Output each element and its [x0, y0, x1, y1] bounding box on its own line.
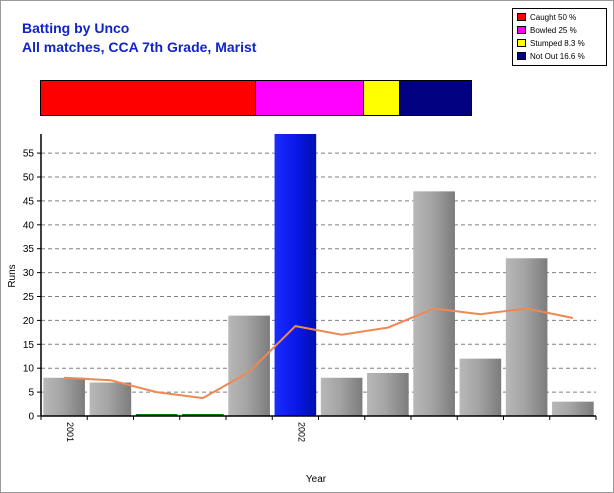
bar [320, 377, 363, 416]
y-tick-label: 30 [23, 268, 35, 279]
chart-subtitle: All matches, CCA 7th Grade, Marist [22, 39, 257, 55]
x-tick-label: 2001 [65, 422, 75, 442]
legend-item-stumped: Stumped 8.3 % [517, 38, 585, 48]
bar [135, 414, 178, 416]
y-tick-label: 55 [23, 149, 35, 160]
legend-swatch [517, 13, 526, 21]
y-tick-label: 45 [23, 196, 35, 207]
bar [228, 315, 270, 416]
y-tick-label: 20 [23, 316, 35, 327]
chart-title: Batting by Unco [22, 20, 130, 36]
bar [274, 134, 317, 416]
legend-label: Caught 50 % [530, 12, 577, 22]
legend-swatch [517, 39, 526, 47]
y-tick-label: 5 [28, 388, 34, 399]
bar [43, 377, 85, 416]
y-tick-label: 15 [23, 340, 35, 351]
legend-swatch [517, 26, 526, 34]
legend-label: Not Out 16.6 % [530, 51, 585, 61]
legend-label: Bowled 25 % [530, 25, 577, 35]
legend-label: Stumped 8.3 % [530, 38, 585, 48]
y-tick-label: 50 [23, 173, 35, 184]
ratio-segment-caught [41, 81, 256, 115]
legend-item-not-out: Not Out 16.6 % [517, 51, 585, 61]
y-tick-label: 35 [23, 244, 35, 255]
y-axis-label: Runs [7, 264, 18, 287]
legend-item-caught: Caught 50 % [517, 12, 576, 22]
ratio-segment-not-out [400, 81, 471, 115]
ratio-segment-stumped [363, 81, 401, 115]
bar [505, 258, 548, 416]
bar [182, 414, 224, 416]
dismissal-ratio-bar [40, 80, 472, 116]
bar [413, 191, 455, 416]
legend-swatch [517, 52, 526, 60]
trend-line [64, 307, 574, 400]
y-tick-label: 40 [23, 220, 35, 231]
x-axis-label: Year [306, 474, 327, 485]
bar [552, 401, 594, 416]
bar [89, 382, 132, 416]
ratio-segment-bowled [255, 81, 364, 115]
y-tick-label: 10 [23, 364, 35, 375]
x-tick-label: 2002 [296, 422, 306, 442]
bar [367, 372, 409, 416]
bar [459, 358, 502, 416]
y-tick-label: 0 [28, 412, 34, 423]
legend-item-bowled: Bowled 25 % [517, 25, 577, 35]
legend: Caught 50 % Bowled 25 % Stumped 8.3 % No… [512, 8, 607, 66]
y-tick-label: 25 [23, 292, 35, 303]
